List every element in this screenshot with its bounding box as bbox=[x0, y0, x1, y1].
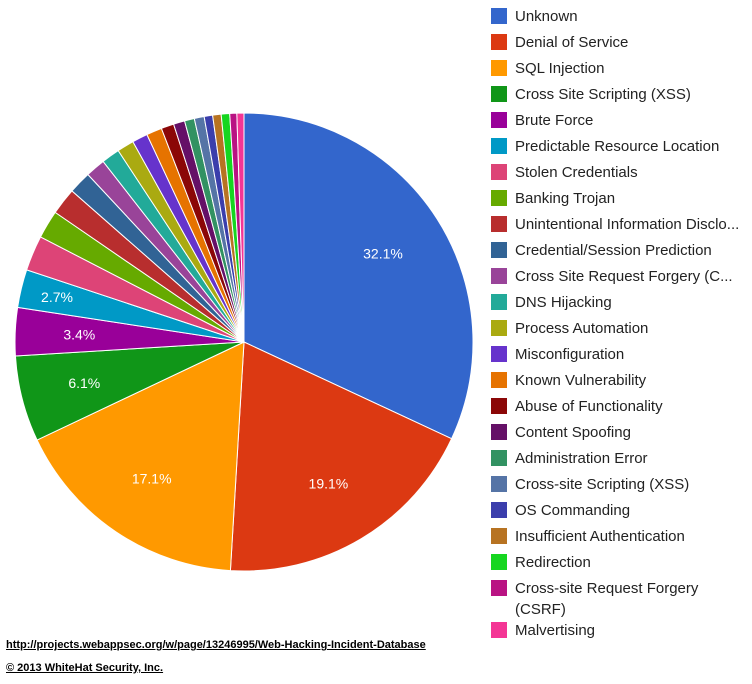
pie-slice-labels: 32.1% 19.1% 17.1% 6.1% 3.4% 2.7% bbox=[41, 245, 403, 491]
legend-item[interactable]: Cross-site Scripting (XSS) bbox=[491, 474, 751, 500]
pie-slice-2[interactable] bbox=[36, 341, 245, 572]
legend-label: Process Automation bbox=[515, 320, 649, 337]
legend-swatch bbox=[491, 320, 507, 336]
legend-label: OS Commanding bbox=[515, 502, 631, 519]
legend-item[interactable]: DNS Hijacking bbox=[491, 292, 751, 318]
legend-item[interactable]: Predictable Resource Location bbox=[491, 136, 751, 162]
pie-slice-value-label: 3.4% bbox=[63, 327, 95, 343]
legend-swatch bbox=[491, 190, 507, 206]
chart-legend: Unknown Denial of Service SQL Injection Cro… bbox=[491, 6, 751, 646]
legend-item[interactable]: Stolen Credentials bbox=[491, 162, 751, 188]
legend-item[interactable]: Known Vulnerability bbox=[491, 370, 751, 396]
legend-swatch bbox=[491, 60, 507, 76]
pie-slice-value-label: 32.1% bbox=[363, 245, 403, 261]
legend-swatch bbox=[491, 8, 507, 24]
legend-item[interactable]: Administration Error bbox=[491, 448, 751, 474]
legend-item[interactable]: Denial of Service bbox=[491, 32, 751, 58]
legend-label: Denial of Service bbox=[515, 34, 629, 51]
legend-item[interactable]: Malvertising bbox=[491, 620, 751, 646]
legend-label: Stolen Credentials bbox=[515, 164, 638, 181]
copyright-text: © 2013 WhiteHat Security, Inc. bbox=[6, 662, 164, 674]
legend-label: Malvertising bbox=[515, 622, 596, 639]
source-link[interactable]: http://projects.webappsec.org/w/page/132… bbox=[6, 639, 426, 651]
legend-label: Brute Force bbox=[515, 112, 594, 129]
legend-swatch bbox=[491, 242, 507, 258]
legend-item[interactable]: Cross Site Request Forgery (C... bbox=[491, 266, 751, 292]
legend-swatch bbox=[491, 112, 507, 128]
legend-label: Credential/Session Prediction bbox=[515, 242, 712, 259]
legend-label: Cross Site Scripting (XSS) bbox=[515, 86, 691, 103]
legend-swatch bbox=[491, 372, 507, 388]
legend-label: Cross-site Request Forgery (CSRF) bbox=[515, 580, 699, 618]
legend-swatch bbox=[491, 34, 507, 50]
legend-label: Administration Error bbox=[515, 450, 648, 467]
legend-item[interactable]: Cross-site Request Forgery (CSRF) bbox=[491, 578, 751, 620]
legend-label: Insufficient Authentication bbox=[515, 528, 685, 545]
legend-label: DNS Hijacking bbox=[515, 294, 612, 311]
legend-swatch bbox=[491, 346, 507, 362]
legend-item[interactable]: Misconfiguration bbox=[491, 344, 751, 370]
legend-item[interactable]: Brute Force bbox=[491, 110, 751, 136]
legend-item[interactable]: Credential/Session Prediction bbox=[491, 240, 751, 266]
legend-swatch bbox=[491, 528, 507, 544]
legend-swatch bbox=[491, 502, 507, 518]
legend-item[interactable]: Cross Site Scripting (XSS) bbox=[491, 84, 751, 110]
legend-item[interactable]: Banking Trojan bbox=[491, 188, 751, 214]
legend-item[interactable]: SQL Injection bbox=[491, 58, 751, 84]
legend-item[interactable]: OS Commanding bbox=[491, 500, 751, 526]
legend-label: Cross Site Request Forgery (C... bbox=[515, 268, 733, 285]
legend-item[interactable]: Unintentional Information Disclo... bbox=[491, 214, 751, 240]
pie-slices bbox=[14, 112, 474, 572]
legend-swatch bbox=[491, 450, 507, 466]
pie-slice-0[interactable] bbox=[243, 112, 474, 440]
legend-item[interactable]: Unknown bbox=[491, 6, 751, 32]
legend-label: Redirection bbox=[515, 554, 591, 571]
legend-swatch bbox=[491, 622, 507, 638]
legend-swatch bbox=[491, 398, 507, 414]
legend-label: Cross-site Scripting (XSS) bbox=[515, 476, 690, 493]
pie-slice-1[interactable] bbox=[229, 341, 453, 572]
pie-slice-23[interactable] bbox=[236, 112, 245, 343]
legend-swatch bbox=[491, 424, 507, 440]
pie-slice-value-label: 6.1% bbox=[68, 375, 100, 391]
legend-label: Unintentional Information Disclo... bbox=[515, 216, 740, 233]
legend-item[interactable]: Abuse of Functionality bbox=[491, 396, 751, 422]
legend-item[interactable]: Content Spoofing bbox=[491, 422, 751, 448]
legend-item[interactable]: Redirection bbox=[491, 552, 751, 578]
legend-swatch bbox=[491, 294, 507, 310]
legend-item[interactable]: Process Automation bbox=[491, 318, 751, 344]
legend-swatch bbox=[491, 86, 507, 102]
legend-swatch bbox=[491, 476, 507, 492]
legend-item[interactable]: Insufficient Authentication bbox=[491, 526, 751, 552]
pie-slice-value-label: 2.7% bbox=[41, 289, 73, 305]
legend-label: Unknown bbox=[515, 8, 578, 25]
legend-swatch bbox=[491, 554, 507, 570]
legend-label: Abuse of Functionality bbox=[515, 398, 663, 415]
pie-slice-value-label: 17.1% bbox=[132, 471, 172, 487]
legend-swatch bbox=[491, 164, 507, 180]
legend-swatch bbox=[491, 268, 507, 284]
legend-swatch bbox=[491, 216, 507, 232]
legend-label: SQL Injection bbox=[515, 60, 605, 77]
pie-slice-value-label: 19.1% bbox=[309, 476, 349, 492]
legend-label: Content Spoofing bbox=[515, 424, 631, 441]
legend-label: Predictable Resource Location bbox=[515, 138, 720, 155]
legend-label: Known Vulnerability bbox=[515, 372, 647, 389]
legend-label: Banking Trojan bbox=[515, 190, 616, 207]
pie-chart: 32.1% 19.1% 17.1% 6.1% 3.4% 2.7% bbox=[14, 112, 474, 572]
legend-swatch bbox=[491, 580, 507, 596]
legend-label: Misconfiguration bbox=[515, 346, 625, 363]
legend-swatch bbox=[491, 138, 507, 154]
